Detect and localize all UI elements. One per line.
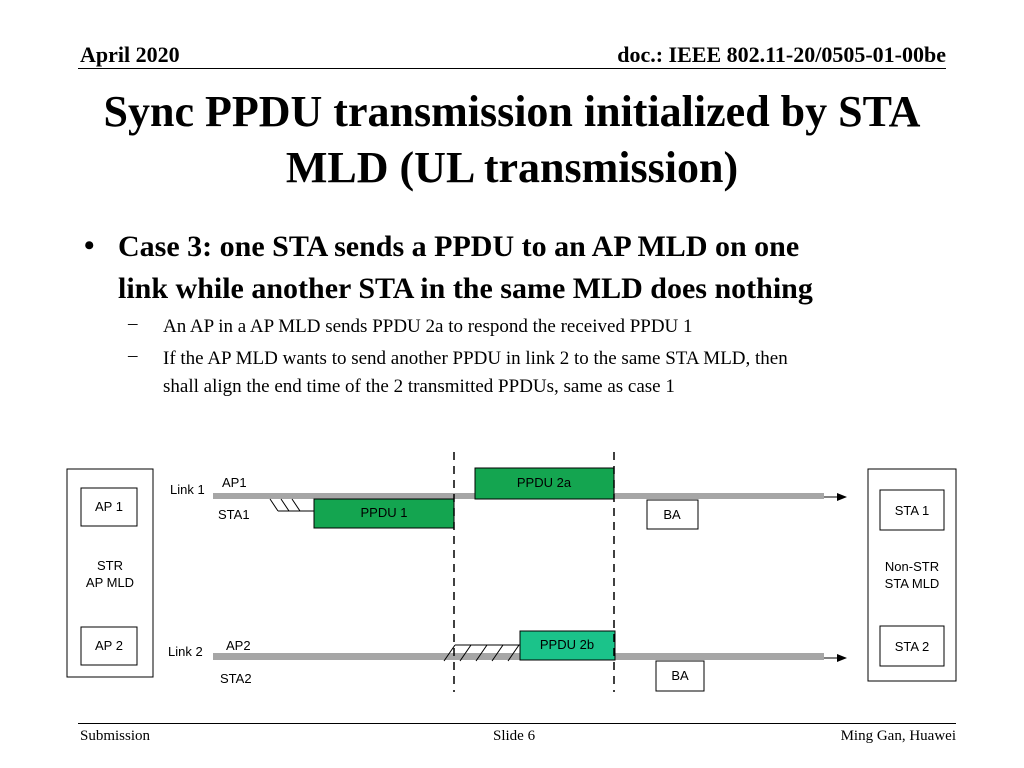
ap2-box bbox=[80, 626, 138, 666]
header-doc-id: doc.: IEEE 802.11-20/0505-01-00be bbox=[617, 42, 946, 67]
bullet-main: Case 3: one STA sends a PPDU to an AP ML… bbox=[118, 226, 938, 310]
link2-name: Link 2 bbox=[168, 644, 203, 659]
bullet-main-line1: Case 3: one STA sends a PPDU to an AP ML… bbox=[118, 230, 800, 263]
ppdu-2b-label: PPDU 2b bbox=[540, 637, 594, 652]
link2-ba-label: BA bbox=[671, 668, 689, 683]
footer-divider bbox=[78, 723, 956, 724]
sta-mld-label-line1: Non-STR bbox=[885, 559, 939, 574]
sta-mld-label-line2: STA MLD bbox=[885, 576, 940, 591]
sub-bullet-marker-2: – bbox=[128, 345, 138, 366]
ppdu-1-box bbox=[313, 498, 455, 529]
link1-ba-label: BA bbox=[663, 507, 681, 522]
header-date: April 2020 bbox=[80, 42, 180, 67]
bullet-main-line2: link while another STA in the same MLD d… bbox=[118, 272, 813, 305]
link2-ap-label: AP2 bbox=[226, 638, 251, 653]
sub-bullet-2-line1: If the AP MLD wants to send another PPDU… bbox=[163, 348, 788, 369]
ppdu-2a-label: PPDU 2a bbox=[517, 475, 572, 490]
ap1-box bbox=[80, 487, 138, 527]
sub-bullet-2: If the AP MLD wants to send another PPDU… bbox=[163, 345, 953, 401]
link2-timeline bbox=[213, 653, 824, 660]
footer-slide-number: Slide 6 bbox=[493, 728, 536, 744]
sta1-label: STA 1 bbox=[895, 503, 929, 518]
link1-backoff bbox=[269, 498, 314, 512]
sta2-box bbox=[879, 625, 945, 667]
sta2-label: STA 2 bbox=[895, 639, 929, 654]
link1-name: Link 1 bbox=[170, 482, 205, 497]
footer-submission: Submission bbox=[80, 728, 151, 744]
sta1-box bbox=[879, 489, 945, 531]
mld-timing-diagram: AP 1 STR AP MLD AP 2 STA 1 Non-STR STA M… bbox=[66, 452, 957, 692]
ppdu-1-label: PPDU 1 bbox=[361, 505, 408, 520]
slide-title-line1: Sync PPDU transmission initialized by ST… bbox=[103, 87, 921, 136]
link1-sta-label: STA1 bbox=[218, 507, 250, 522]
ap2-label: AP 2 bbox=[95, 638, 123, 653]
ap-mld-label-line1: STR bbox=[97, 558, 123, 573]
slide-title-line2: MLD (UL transmission) bbox=[285, 143, 739, 192]
link2-backoff bbox=[443, 644, 520, 662]
ap-mld-label-line2: AP MLD bbox=[86, 575, 134, 590]
bullet-marker: • bbox=[84, 229, 95, 262]
link2-sta-label: STA2 bbox=[220, 671, 252, 686]
footer-author: Ming Gan, Huawei bbox=[840, 728, 956, 744]
ppdu-2a-box bbox=[474, 467, 615, 500]
ppdu-2b-box bbox=[519, 630, 616, 661]
header-divider bbox=[78, 68, 946, 69]
sub-bullet-2-line2: shall align the end time of the 2 transm… bbox=[163, 376, 675, 397]
link1-ba-box bbox=[646, 499, 699, 530]
ap1-label: AP 1 bbox=[95, 499, 123, 514]
sub-bullet-1: An AP in a AP MLD sends PPDU 2a to respo… bbox=[163, 316, 693, 337]
link1-ap-label: AP1 bbox=[222, 475, 247, 490]
sub-bullet-marker-1: – bbox=[128, 313, 138, 334]
slide-title: Sync PPDU transmission initialized by ST… bbox=[60, 84, 964, 196]
link2-ba-box bbox=[655, 660, 705, 692]
